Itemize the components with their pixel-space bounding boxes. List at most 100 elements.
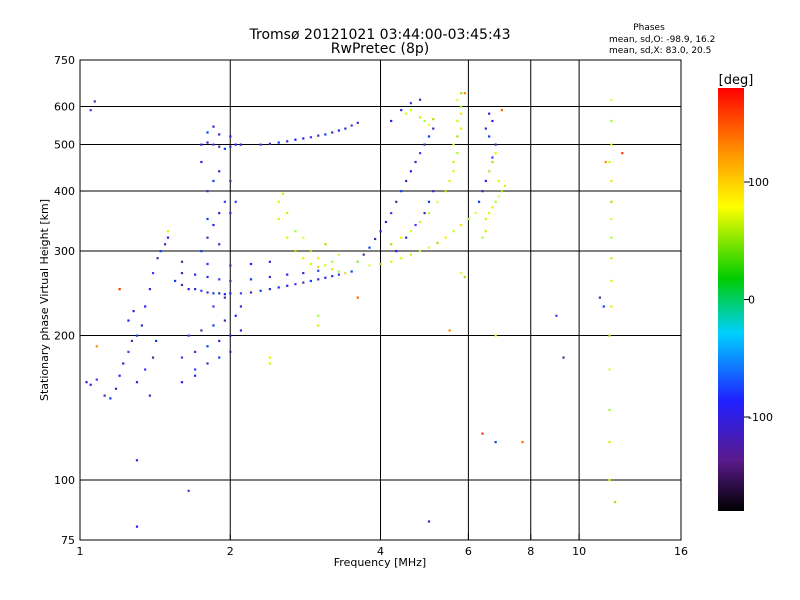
y-tick-label: 100	[54, 474, 75, 487]
data-point	[456, 152, 459, 155]
data-point	[277, 217, 280, 221]
data-point	[610, 179, 613, 183]
data-point	[324, 264, 327, 267]
data-point	[604, 160, 607, 164]
data-point	[309, 136, 312, 139]
data-point	[206, 190, 209, 193]
data-point	[286, 236, 289, 239]
y-tick-label: 200	[54, 330, 75, 343]
data-point	[135, 381, 139, 384]
data-point	[444, 236, 447, 239]
data-point	[379, 230, 382, 233]
data-point	[356, 260, 359, 263]
data-point	[151, 271, 155, 275]
data-point	[212, 324, 215, 327]
x-tick-label: 6	[465, 545, 472, 558]
data-point	[608, 479, 611, 482]
data-point	[239, 292, 243, 295]
data-point	[229, 334, 232, 337]
data-point	[621, 152, 624, 155]
data-point	[268, 275, 271, 279]
data-point	[477, 200, 481, 203]
data-point	[610, 119, 613, 123]
data-point	[234, 143, 237, 146]
data-point	[223, 200, 226, 203]
data-point	[456, 119, 459, 123]
chart-title: Tromsø 20121021 03:44:00-03:45:43	[249, 27, 511, 43]
data-point	[427, 520, 431, 523]
data-point	[444, 190, 447, 193]
data-point	[277, 141, 280, 144]
data-point	[140, 324, 144, 327]
data-point	[427, 135, 431, 138]
data-point	[414, 223, 417, 227]
data-point	[212, 143, 215, 146]
data-point	[317, 278, 320, 281]
data-point	[317, 134, 320, 137]
data-point	[390, 212, 393, 215]
data-point	[259, 143, 262, 146]
data-point	[130, 339, 134, 343]
data-point	[95, 345, 98, 348]
data-point	[494, 441, 497, 444]
data-point	[409, 109, 412, 112]
data-point	[286, 212, 289, 215]
data-point	[384, 220, 388, 224]
data-point	[144, 305, 147, 308]
data-point	[610, 200, 613, 203]
data-point	[85, 381, 88, 384]
data-point	[484, 217, 487, 221]
data-point	[400, 257, 403, 260]
data-point	[302, 236, 305, 239]
data-point	[610, 98, 613, 101]
data-point	[277, 286, 280, 289]
data-point	[481, 190, 484, 193]
data-point	[294, 138, 297, 141]
data-point	[463, 275, 466, 279]
data-point	[93, 100, 96, 103]
data-point	[494, 200, 497, 203]
data-point	[206, 131, 209, 134]
data-point	[148, 394, 152, 397]
data-point	[95, 378, 98, 381]
data-point	[277, 200, 280, 203]
data-point	[229, 179, 232, 183]
data-point	[212, 179, 215, 183]
data-point	[200, 143, 203, 146]
data-point	[218, 170, 221, 173]
data-point	[460, 112, 463, 115]
data-point	[309, 250, 312, 253]
colorbar-label: [deg]	[719, 73, 754, 88]
data-point	[610, 257, 613, 260]
data-point	[427, 123, 431, 126]
data-point	[460, 271, 463, 275]
data-point	[608, 408, 611, 412]
data-point	[481, 432, 484, 435]
data-point	[344, 271, 347, 275]
data-point	[229, 279, 232, 283]
data-point	[350, 270, 353, 273]
data-point	[206, 141, 209, 144]
data-point	[194, 288, 197, 291]
data-point	[610, 217, 613, 221]
data-point	[494, 152, 497, 155]
data-point	[432, 118, 435, 121]
data-point	[135, 525, 139, 528]
data-point	[200, 250, 203, 253]
data-point	[460, 127, 463, 130]
data-point	[521, 441, 524, 444]
y-tick-label: 75	[61, 534, 75, 547]
data-point	[432, 127, 435, 130]
scatter-points	[85, 92, 624, 528]
data-point	[229, 264, 232, 267]
data-point	[109, 397, 112, 400]
data-point	[562, 356, 565, 359]
data-point	[194, 350, 197, 353]
data-point	[200, 329, 203, 332]
data-point	[368, 246, 371, 249]
data-point	[187, 288, 190, 291]
data-point	[118, 374, 121, 377]
data-point	[500, 109, 504, 112]
data-point	[491, 160, 494, 164]
